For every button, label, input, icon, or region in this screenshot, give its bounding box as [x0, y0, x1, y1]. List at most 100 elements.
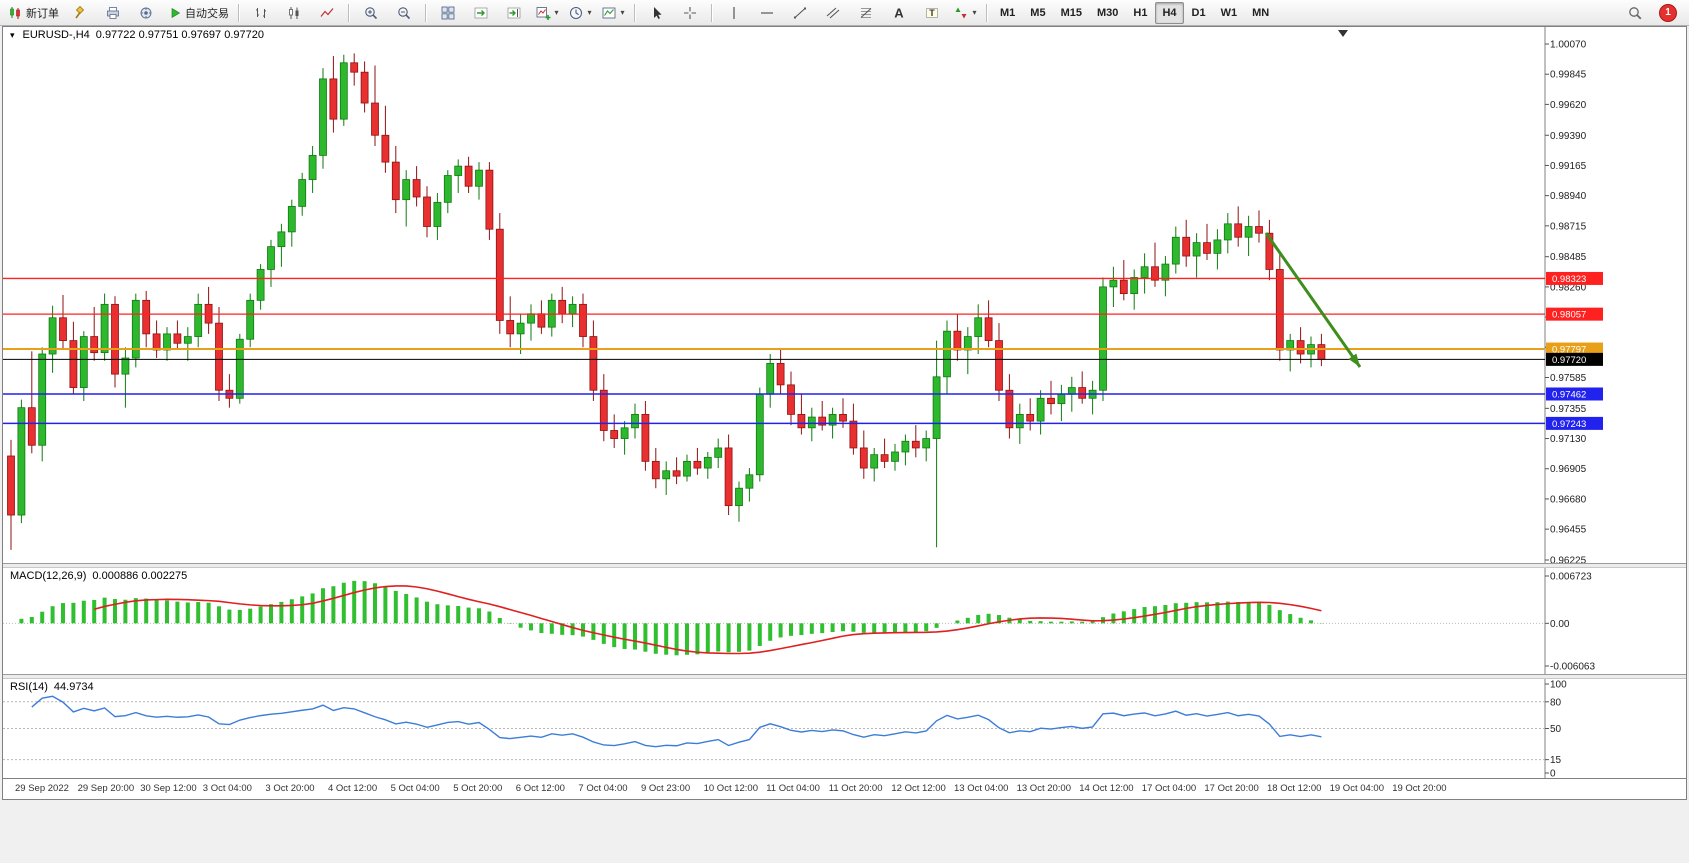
- templates-button[interactable]: ▾: [597, 1, 629, 25]
- time-label: 13 Oct 20:00: [1016, 783, 1071, 794]
- tf-h4[interactable]: H4: [1155, 1, 1184, 24]
- svg-text:0.96905: 0.96905: [1550, 464, 1587, 475]
- channel-icon: [826, 7, 840, 18]
- svg-text:0.98715: 0.98715: [1550, 221, 1587, 232]
- metaeditor-button[interactable]: [64, 1, 96, 25]
- svg-text:0: 0: [1550, 769, 1556, 779]
- crosshair-button[interactable]: [674, 1, 706, 25]
- collapse-icon[interactable]: ▾: [10, 29, 15, 40]
- time-label: 11 Oct 04:00: [766, 783, 820, 794]
- chart-window: 1.00070 0.99845 0.99620 0.99390 0.99165 0.989…: [2, 26, 1687, 800]
- price-line-label: [1546, 416, 1603, 430]
- channel-button[interactable]: [817, 1, 849, 25]
- new-order-icon: [10, 6, 20, 19]
- rsi-plot[interactable]: 100 80 50 15 0: [3, 679, 1686, 778]
- symbol-period-label: EURUSD-,H4: [22, 29, 90, 41]
- time-label: 6 Oct 12:00: [515, 783, 565, 794]
- new-chart-button[interactable]: ▾: [531, 1, 563, 25]
- macd-label: MACD(12,26,9): [10, 570, 87, 582]
- fibonacci-button[interactable]: [850, 1, 882, 25]
- macd-plot[interactable]: 0.006723 0.00 -0.006063: [3, 568, 1686, 674]
- time-label: 13 Oct 04:00: [954, 783, 1009, 794]
- arrows-button[interactable]: ▾: [949, 1, 981, 25]
- macd-values: 0.000886 0.002275: [92, 570, 188, 582]
- auto-scroll-button[interactable]: [465, 1, 497, 25]
- svg-text:0.97130: 0.97130: [1550, 434, 1587, 445]
- svg-text:0.98323: 0.98323: [1552, 274, 1586, 285]
- price-axis[interactable]: 1.00070 0.99845 0.99620 0.99390 0.99165 0.989…: [1544, 27, 1587, 563]
- price-line-label: [1546, 387, 1603, 401]
- tf-m5[interactable]: M5: [1023, 2, 1052, 24]
- tf-h1[interactable]: H1: [1126, 2, 1154, 24]
- tf-m30-label: M30: [1096, 6, 1119, 19]
- zoom-out-button[interactable]: [388, 1, 420, 25]
- trendline-icon: [794, 7, 806, 18]
- tf-m1[interactable]: M1: [993, 2, 1022, 24]
- chart-shift-icon: [507, 7, 521, 18]
- tile-windows-button[interactable]: [432, 1, 464, 25]
- auto-scroll-icon: [474, 7, 488, 18]
- text-label-icon: T: [926, 7, 938, 18]
- print-button[interactable]: [97, 1, 129, 25]
- trend-arrow-object[interactable]: [1264, 232, 1362, 368]
- new-order-button-label: 新订单: [26, 7, 59, 20]
- horizontal-line-button[interactable]: [751, 1, 783, 25]
- bottom-filler: [0, 800, 1689, 863]
- tf-m30[interactable]: M30: [1090, 2, 1125, 24]
- ohlc-values: 0.97722 0.97751 0.97697 0.97720: [95, 29, 264, 41]
- rsi-value: 44.9734: [53, 681, 94, 693]
- toolbar: 新订单 自动交易 ▾ ▾ ▾ A T ▾ M1 M5 M15 M30 H1 H4 D1 W1 MN 1: [0, 0, 1689, 26]
- arrows-icon: [955, 7, 967, 18]
- search-button[interactable]: [1619, 1, 1651, 25]
- time-label: 7 Oct 04:00: [578, 783, 628, 794]
- svg-text:-0.006063: -0.006063: [1550, 662, 1595, 673]
- tf-m15[interactable]: M15: [1054, 2, 1089, 24]
- text-label-button[interactable]: T: [916, 1, 948, 25]
- price-plot[interactable]: 1.00070 0.99845 0.99620 0.99390 0.99165 0.989…: [3, 27, 1686, 563]
- time-label: 29 Sep 20:00: [77, 783, 135, 794]
- search-icon: [1629, 6, 1642, 19]
- svg-text:1.00070: 1.00070: [1550, 40, 1587, 51]
- time-axis[interactable]: 29 Sep 2022 29 Sep 20:00 30 Sep 12:00 3 Oct…: [3, 778, 1686, 799]
- text-button[interactable]: A: [883, 1, 915, 25]
- chart-shift-button[interactable]: [498, 1, 530, 25]
- notification-badge[interactable]: 1: [1659, 3, 1677, 22]
- panel-splitter[interactable]: [3, 674, 1686, 679]
- tf-d1[interactable]: D1: [1185, 2, 1213, 24]
- line-chart-button[interactable]: [311, 1, 343, 25]
- rsi-label: RSI(14): [10, 681, 48, 693]
- periods-button[interactable]: ▾: [564, 1, 596, 25]
- macd-header: MACD(12,26,9) 0.000886 0.002275: [10, 570, 187, 582]
- svg-text:0.97585: 0.97585: [1550, 373, 1587, 384]
- time-label: 29 Sep 2022: [15, 783, 69, 794]
- time-label: 12 Oct 12:00: [891, 783, 946, 794]
- bar-chart-button[interactable]: [245, 1, 277, 25]
- panel-splitter[interactable]: [3, 563, 1686, 568]
- chart-shift-marker[interactable]: [1338, 30, 1348, 37]
- time-label: 19 Oct 20:00: [1392, 783, 1447, 794]
- zoom-in-icon: [365, 6, 378, 19]
- metaeditor-icon: [75, 5, 85, 18]
- svg-text:0.99845: 0.99845: [1550, 70, 1587, 81]
- svg-text:15: 15: [1550, 755, 1562, 766]
- toolbar-separator: [711, 3, 713, 22]
- svg-text:0.98485: 0.98485: [1550, 252, 1587, 263]
- toolbar-separator: [634, 3, 636, 22]
- tf-mn[interactable]: MN: [1245, 2, 1276, 24]
- options-icon: [140, 7, 152, 18]
- new-order-button[interactable]: 新订单: [4, 1, 63, 25]
- toolbar-separator: [348, 3, 350, 22]
- trendline-button[interactable]: [784, 1, 816, 25]
- candlestick-chart-button[interactable]: [278, 1, 310, 25]
- options-button[interactable]: [130, 1, 162, 25]
- svg-text:0.97243: 0.97243: [1552, 419, 1586, 430]
- svg-text:0.97720: 0.97720: [1552, 355, 1586, 366]
- tf-w1[interactable]: W1: [1214, 2, 1245, 24]
- autotrading-button[interactable]: 自动交易: [163, 1, 233, 25]
- svg-text:0.97797: 0.97797: [1552, 345, 1586, 356]
- time-label: 3 Oct 20:00: [265, 783, 315, 794]
- cursor-button[interactable]: [641, 1, 673, 25]
- time-label: 10 Oct 12:00: [703, 783, 758, 794]
- zoom-in-button[interactable]: [355, 1, 387, 25]
- vertical-line-button[interactable]: [718, 1, 750, 25]
